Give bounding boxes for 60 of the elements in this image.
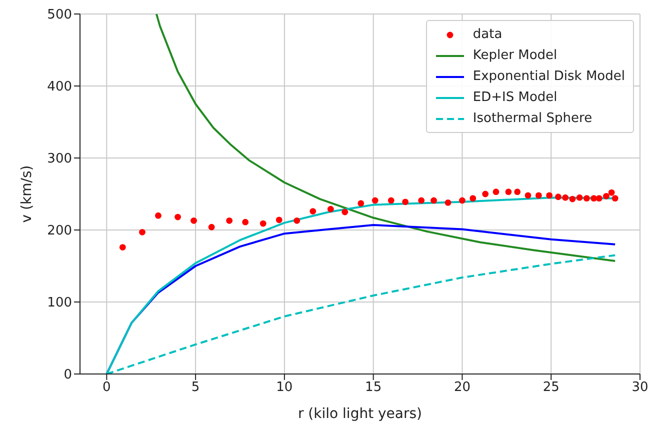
- point: [294, 217, 300, 224]
- point: [119, 244, 126, 250]
- point: [310, 208, 316, 214]
- x-axis-title: r (kilo light years): [298, 406, 422, 422]
- point: [342, 208, 348, 216]
- point: [505, 188, 512, 196]
- point: [492, 188, 500, 196]
- point: [603, 192, 610, 200]
- x-tick-label: 25: [542, 380, 560, 396]
- x-tick-label: 10: [276, 380, 293, 396]
- point: [174, 214, 181, 220]
- point: [242, 218, 249, 226]
- point: [388, 197, 394, 204]
- legend-label: Isothermal Sphere: [472, 110, 592, 128]
- point: [418, 197, 425, 204]
- point: [514, 188, 521, 196]
- point: [208, 224, 215, 230]
- point: [608, 189, 615, 196]
- point: [546, 192, 553, 199]
- point: [459, 197, 466, 204]
- y-tick-label: 500: [47, 8, 72, 23]
- legend-label: Exponential Disk Model: [472, 68, 625, 86]
- y-axis-title: v (km/s): [18, 165, 35, 223]
- legend-label: data: [472, 26, 502, 44]
- point: [482, 190, 489, 198]
- y-tick-label: 100: [47, 296, 72, 311]
- y-tick-label: 200: [47, 224, 72, 239]
- point: [276, 216, 282, 224]
- point: [612, 195, 618, 202]
- point: [372, 197, 378, 204]
- point: [583, 195, 590, 202]
- point: [155, 212, 162, 219]
- y-tick-label: 400: [47, 80, 72, 95]
- y-tick-label: 0: [64, 368, 72, 383]
- point: [402, 198, 409, 206]
- point: [226, 217, 233, 224]
- legend-label: Kepler Model: [472, 47, 558, 65]
- x-tick-label: 30: [632, 380, 648, 396]
- legend-label: ED+IS Model: [472, 89, 558, 107]
- point: [562, 194, 569, 201]
- x-tick-label: 5: [191, 380, 200, 396]
- point: [576, 194, 583, 201]
- point: [139, 228, 146, 236]
- point: [555, 194, 562, 200]
- point: [590, 195, 597, 202]
- point: [524, 192, 532, 199]
- point: [358, 200, 364, 207]
- point: [327, 206, 334, 212]
- point: [569, 196, 576, 202]
- x-tick-label: 15: [365, 380, 382, 396]
- point: [535, 192, 542, 199]
- y-tick-label: 300: [47, 152, 72, 167]
- x-tick-label: 20: [454, 380, 470, 396]
- point: [470, 195, 476, 202]
- x-tick-label: 0: [102, 380, 111, 396]
- point: [430, 197, 437, 204]
- point: [596, 195, 602, 202]
- point: [260, 220, 266, 227]
- point: [190, 217, 197, 224]
- point: [444, 199, 452, 206]
